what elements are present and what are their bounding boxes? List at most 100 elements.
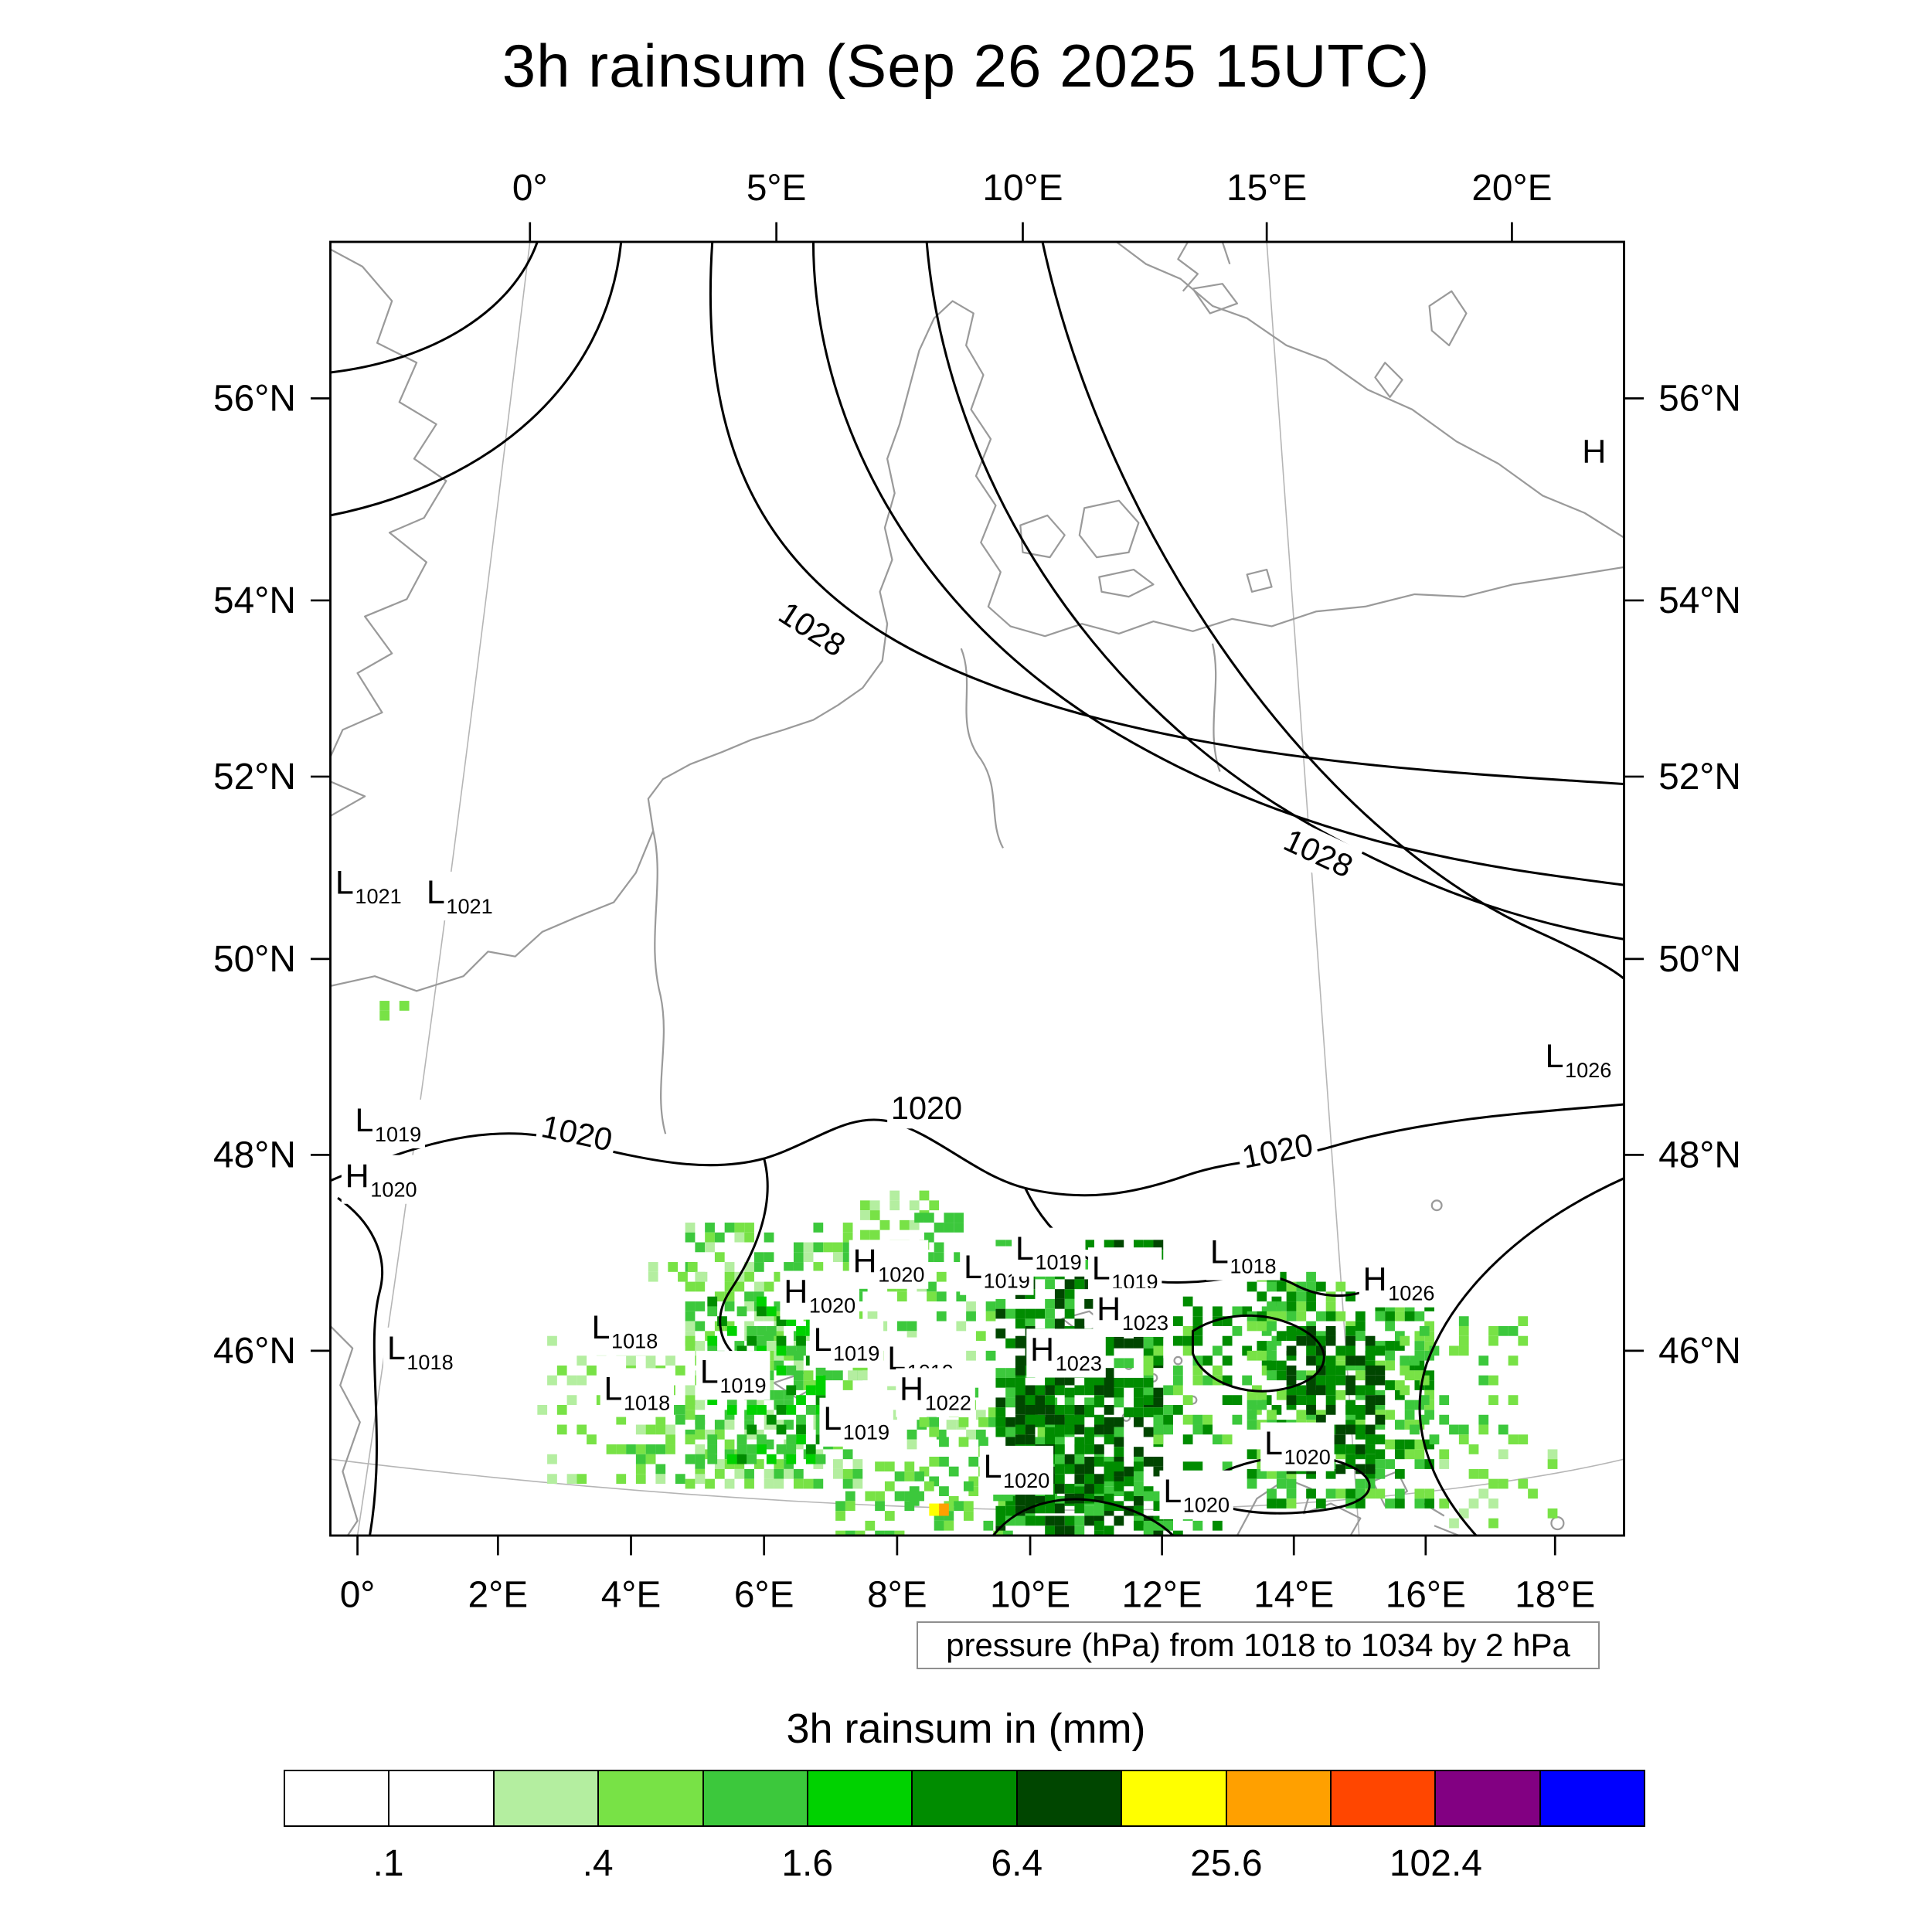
rain-cell — [724, 1420, 735, 1430]
rain-cell — [1375, 1434, 1386, 1445]
rain-cell — [1458, 1316, 1469, 1326]
rain-cell — [685, 1434, 696, 1445]
rain-cell — [695, 1321, 706, 1332]
rain-cell — [695, 1301, 706, 1311]
rain-cell — [832, 1468, 843, 1479]
rain-cell — [379, 1001, 390, 1011]
rain-cell — [985, 1350, 996, 1361]
rain-cell — [793, 1478, 804, 1489]
weather-map: 0° 5°E 10°E 15°E 20°E 0° 2°E 4°E 6°E 8°E 10°E 12°E 1… — [213, 168, 1741, 1616]
rain-cell — [577, 1424, 587, 1435]
rain-cell — [1335, 1311, 1346, 1321]
rain-cell — [766, 1306, 777, 1317]
rain-cell — [1325, 1311, 1336, 1321]
rain-cell — [1439, 1459, 1450, 1469]
svg-text:H: H — [1582, 433, 1606, 470]
rain-cell — [1458, 1335, 1469, 1346]
svg-text:L1018: L1018 — [604, 1371, 670, 1415]
rain-cell — [786, 1434, 797, 1445]
rain-cell — [784, 1420, 794, 1430]
rain-cell — [1064, 1414, 1075, 1425]
rain-cell — [757, 1335, 767, 1346]
rain-cell — [1153, 1335, 1164, 1346]
svg-text:1020: 1020 — [1239, 1126, 1315, 1175]
rain-cell — [813, 1478, 824, 1489]
rain-cell — [1375, 1488, 1386, 1499]
rain-cell — [894, 1530, 905, 1536]
rain-cell — [1488, 1498, 1498, 1509]
rain-cell — [1345, 1345, 1355, 1356]
rain-cell — [764, 1439, 774, 1450]
rain-cell — [1114, 1515, 1124, 1526]
rain-cell — [1084, 1385, 1094, 1396]
rain-cell — [909, 1219, 920, 1230]
rain-cell — [1439, 1414, 1450, 1425]
rain-cell — [944, 1223, 954, 1233]
rain-cell — [1133, 1461, 1144, 1472]
rain-cell — [1064, 1405, 1075, 1415]
rain-cell — [1133, 1338, 1144, 1349]
rain-cell — [1222, 1355, 1233, 1366]
rain-cell — [1143, 1395, 1154, 1406]
rain-cell — [1276, 1389, 1287, 1400]
rain-cell — [1488, 1518, 1498, 1529]
rain-cell — [714, 1420, 725, 1430]
rain-cell — [1286, 1395, 1297, 1406]
rain-cell — [796, 1345, 806, 1356]
rain-cell — [1414, 1459, 1425, 1469]
rain-cell — [1074, 1474, 1085, 1485]
rain-cell — [1410, 1424, 1420, 1435]
axis-tick-bottom: 8°E — [867, 1574, 927, 1615]
rain-cell — [734, 1232, 745, 1243]
rain-cell — [1045, 1298, 1055, 1309]
rain-cell — [776, 1424, 787, 1435]
rain-cell — [983, 1520, 994, 1531]
rain-cell — [1005, 1368, 1015, 1378]
axis-tick-right: 52°N — [1658, 757, 1741, 798]
rain-cell — [1182, 1345, 1193, 1356]
svg-text:L1020: L1020 — [1264, 1425, 1331, 1469]
rain-cell — [1315, 1414, 1326, 1425]
rain-cell — [1172, 1385, 1183, 1396]
rain-cell — [1064, 1454, 1075, 1464]
rain-cell — [1439, 1395, 1450, 1406]
rain-cell — [1296, 1311, 1307, 1321]
rain-cell — [1202, 1414, 1213, 1425]
rain-cell — [1286, 1365, 1297, 1376]
rain-cell — [852, 1478, 863, 1489]
colorbar-cell — [808, 1771, 913, 1825]
rain-cell — [705, 1242, 715, 1253]
rain-cell — [1365, 1424, 1376, 1435]
rain-cell — [1355, 1385, 1366, 1396]
rain-cell — [1247, 1389, 1257, 1400]
rain-cell — [1124, 1546, 1134, 1556]
rain-cell — [993, 1530, 1003, 1536]
rain-cell — [1025, 1308, 1036, 1319]
pressure-center-h: H1020 — [341, 1155, 421, 1204]
rain-cell — [805, 1454, 816, 1464]
rain-cell — [1015, 1405, 1026, 1415]
rain-cell — [1345, 1355, 1355, 1366]
rain-cell — [717, 1316, 727, 1326]
rain-cell — [1488, 1478, 1498, 1489]
rain-cell — [1143, 1427, 1154, 1437]
rain-cell — [894, 1471, 905, 1481]
rain-cell — [1394, 1420, 1405, 1430]
rain-cell — [1064, 1279, 1075, 1290]
rain-cell — [904, 1491, 915, 1502]
rain-cell — [1114, 1387, 1124, 1398]
rain-cell — [1458, 1424, 1469, 1435]
rain-cell — [1296, 1370, 1307, 1381]
rain-cell — [1094, 1385, 1104, 1396]
rain-cell — [813, 1242, 824, 1253]
svg-text:L1021: L1021 — [335, 864, 402, 908]
colorbar — [284, 1770, 1645, 1827]
pressure-center-l: L1021 — [332, 862, 406, 911]
rain-cell — [1404, 1449, 1415, 1460]
rain-cell — [1084, 1464, 1094, 1475]
axis-tick-top: 10°E — [982, 168, 1063, 209]
rain-cell — [675, 1365, 685, 1376]
rain-cell — [1394, 1488, 1405, 1499]
rain-cell — [665, 1424, 675, 1435]
rain-cell — [645, 1444, 656, 1454]
